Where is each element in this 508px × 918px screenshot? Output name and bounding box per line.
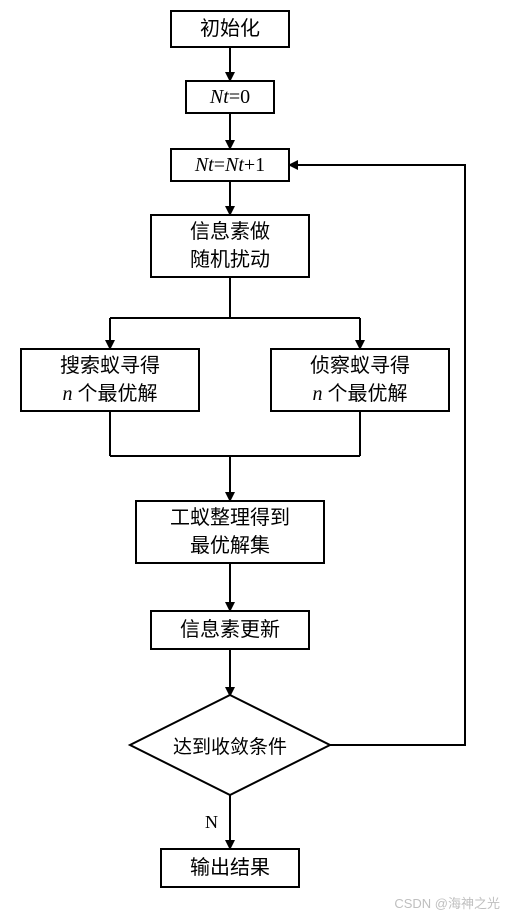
node-text: 侦察蚁寻得n 个最优解 [310, 352, 410, 408]
node-text: Nt=Nt+1 [195, 151, 265, 179]
node-update: 信息素更新 [150, 610, 310, 650]
node-worker-ant: 工蚁整理得到 最优解集 [135, 500, 325, 564]
node-text: 搜索蚁寻得n 个最优解 [60, 352, 160, 408]
node-init: 初始化 [170, 10, 290, 48]
node-text: 输出结果 [190, 854, 270, 882]
node-search-ant: 搜索蚁寻得n 个最优解 [20, 348, 200, 412]
node-text: 工蚁整理得到 最优解集 [170, 504, 290, 560]
label-yes: N [205, 812, 218, 833]
node-decision: 达到收敛条件 [130, 695, 330, 795]
node-perturb: 信息素做 随机扰动 [150, 214, 310, 278]
node-nt-inc: Nt=Nt+1 [170, 148, 290, 182]
node-text: Nt=0 [210, 83, 250, 111]
watermark: CSDN @海神之光 [394, 893, 500, 912]
node-nt0: Nt=0 [185, 80, 275, 114]
node-text: 达到收敛条件 [173, 732, 287, 759]
node-text: 信息素做 随机扰动 [190, 218, 270, 274]
node-text: 初始化 [200, 15, 260, 43]
node-scout-ant: 侦察蚁寻得n 个最优解 [270, 348, 450, 412]
node-output: 输出结果 [160, 848, 300, 888]
node-text: 信息素更新 [180, 616, 280, 644]
